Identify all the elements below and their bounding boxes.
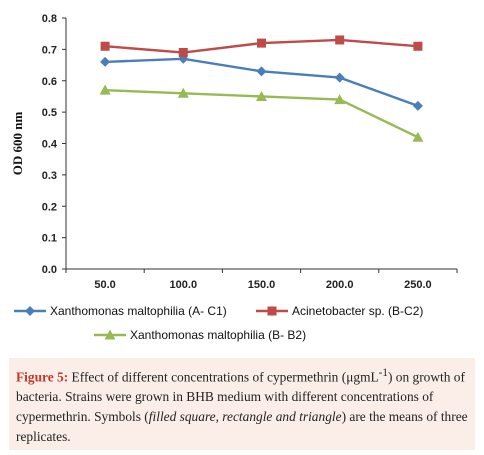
x-tick-label: 50.0	[94, 279, 115, 291]
y-tick-label: 0.1	[42, 233, 57, 245]
caption-text-3: ) are the means of three replicates.	[16, 409, 468, 445]
y-tick-label: 0.3	[42, 170, 57, 182]
data-point	[412, 100, 423, 111]
caption-text-2: ) on growth of bacteria. Strains were gr…	[16, 369, 465, 425]
caption-text-1: Effect of different concentrations of cy…	[68, 369, 379, 385]
series-1	[100, 53, 423, 111]
chart-axes: 0.0 0.1 0.2 0.3 0.4 0.5 0.6 0.7 0.8 50.0 100.0 150.…	[10, 13, 458, 291]
legend-label: Acinetobacter sp. (B-C2)	[292, 304, 423, 318]
line-chart: 0.0 0.1 0.2 0.3 0.4 0.5 0.6 0.7 0.8 50.0 100.0 150.…	[10, 13, 458, 342]
y-axis-title: OD 600 nm	[10, 112, 25, 176]
caption-italic: filled square, rectangle and triangle	[148, 409, 342, 425]
figure-caption: Figure 5: Effect of different concentrat…	[16, 363, 472, 447]
legend-marker	[267, 306, 277, 316]
x-tick-label: 100.0	[170, 279, 198, 291]
data-point	[100, 41, 110, 51]
data-point	[334, 94, 346, 105]
x-tick-label: 200.0	[326, 279, 354, 291]
legend-marker	[104, 329, 116, 340]
x-tick-label: 150.0	[248, 279, 276, 291]
chart-series	[99, 35, 424, 142]
caption-background	[9, 358, 475, 450]
data-point	[178, 48, 188, 58]
caption-superscript: -1	[378, 367, 388, 379]
series-3	[99, 84, 424, 142]
series-2	[100, 35, 423, 58]
chart-legend: Xanthomonas maltophilia (A- C1) Acinetoba…	[14, 304, 423, 342]
data-point	[257, 38, 266, 48]
data-point	[256, 66, 267, 77]
y-tick-label: 0.2	[42, 201, 57, 213]
data-point	[99, 84, 111, 95]
y-tick-label: 0.0	[42, 264, 57, 276]
legend-item-2: Acinetobacter sp. (B-C2)	[256, 304, 423, 318]
caption-label: Figure 5:	[16, 369, 69, 385]
data-point	[100, 56, 111, 67]
legend-label: Xanthomonas maltophilia (A- C1)	[50, 304, 227, 318]
legend-label: Xanthomonas maltophilia (B- B2)	[130, 328, 306, 342]
data-point	[334, 72, 345, 83]
data-point	[256, 90, 267, 101]
legend-item-1: Xanthomonas maltophilia (A- C1)	[14, 304, 227, 318]
y-tick-label: 0.5	[42, 107, 57, 119]
data-point	[413, 41, 423, 51]
data-point	[335, 35, 345, 45]
y-tick-label: 0.4	[42, 139, 58, 151]
legend-item-3: Xanthomonas maltophilia (B- B2)	[94, 328, 306, 342]
legend-marker	[25, 306, 35, 316]
data-point	[412, 131, 424, 142]
y-tick-label: 0.7	[42, 44, 57, 56]
y-tick-label: 0.6	[42, 76, 57, 88]
x-tick-label: 250.0	[404, 279, 432, 291]
data-point	[177, 87, 189, 98]
y-tick-label: 0.8	[42, 13, 57, 25]
